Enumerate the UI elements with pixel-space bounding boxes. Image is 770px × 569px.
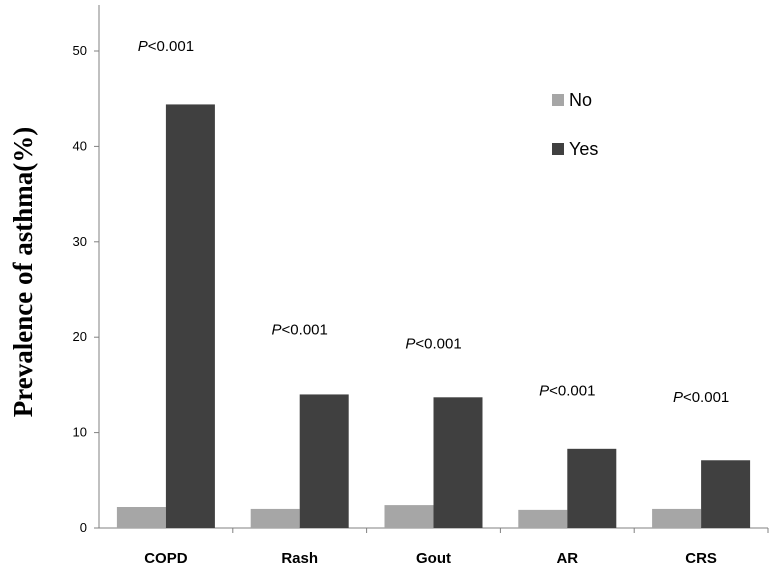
y-tick-label: 40 — [73, 138, 87, 153]
bar-yes-ar — [567, 448, 617, 528]
y-tick-label: 30 — [73, 234, 87, 249]
bar-yes-gout — [433, 397, 483, 528]
x-tick-label: AR — [556, 550, 578, 567]
x-tick-label: COPD — [144, 550, 188, 567]
y-tick-label: 10 — [73, 425, 87, 440]
x-tick-label: Gout — [416, 550, 451, 567]
bar-no-gout — [384, 505, 434, 528]
x-tick-label: Rash — [281, 550, 318, 567]
p-value-annotation: P<0.001 — [272, 321, 328, 338]
y-tick-label: 50 — [73, 43, 87, 58]
legend-label-no: No — [569, 90, 592, 110]
y-tick-label: 0 — [80, 520, 87, 535]
p-value-annotation: P<0.001 — [138, 38, 194, 55]
x-tick-label: CRS — [685, 550, 717, 567]
legend-swatch-yes — [552, 143, 564, 155]
legend-label-yes: Yes — [569, 139, 598, 159]
y-tick-label: 20 — [73, 329, 87, 344]
bar-yes-copd — [165, 104, 215, 528]
bar-no-crs — [652, 508, 702, 528]
bar-yes-rash — [299, 394, 349, 528]
p-value-annotation: P<0.001 — [673, 389, 729, 406]
bar-yes-crs — [701, 460, 751, 528]
p-value-annotation: P<0.001 — [405, 336, 461, 353]
bar-no-ar — [518, 509, 568, 528]
bar-no-copd — [116, 507, 166, 528]
bar-no-rash — [250, 508, 300, 528]
legend-swatch-no — [552, 94, 564, 106]
legend: No Yes — [552, 90, 598, 159]
p-value-annotation: P<0.001 — [539, 382, 595, 399]
y-axis-label: Prevalence of asthma(%) — [8, 127, 38, 417]
